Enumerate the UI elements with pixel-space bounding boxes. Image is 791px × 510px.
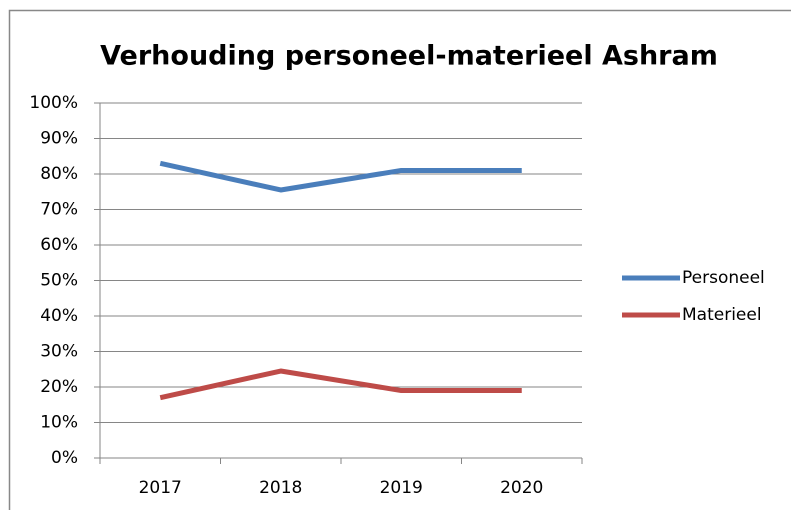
- y-tick-label: 20%: [40, 377, 78, 397]
- x-tick-label: 2019: [380, 478, 423, 498]
- x-tick-label: 2017: [139, 478, 182, 498]
- y-tick-label: 40%: [40, 306, 78, 326]
- y-tick-label: 10%: [40, 413, 78, 433]
- y-tick-label: 50%: [40, 271, 78, 291]
- y-tick-label: 60%: [40, 235, 78, 255]
- y-tick-label: 70%: [40, 200, 78, 220]
- data-line: [159, 160, 522, 193]
- y-tick-label: 30%: [40, 342, 78, 362]
- y-tick-label: 100%: [29, 93, 78, 113]
- y-tick-label: 90%: [40, 129, 78, 149]
- y-tick-label: 80%: [40, 164, 78, 184]
- legend-label: Personeel: [682, 268, 765, 288]
- data-line: [159, 368, 522, 401]
- legend-label: Materieel: [682, 305, 762, 325]
- chart-title: Verhouding personeel-materieel Ashram: [100, 41, 718, 72]
- x-tick-label: 2020: [500, 478, 543, 498]
- x-tick-label: 2018: [259, 478, 302, 498]
- chart-border: [8, 9, 791, 510]
- y-tick-label: 0%: [51, 448, 78, 468]
